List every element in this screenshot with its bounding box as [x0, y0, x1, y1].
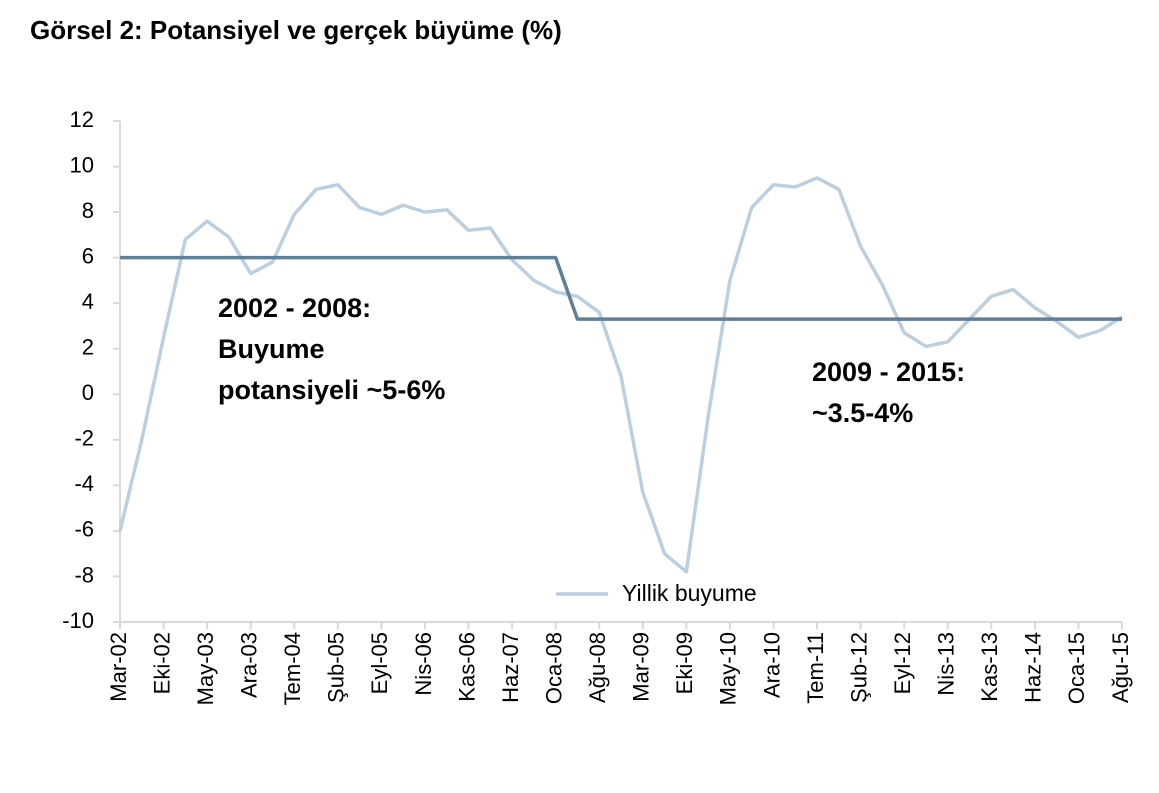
x-tick-label: Tem-04	[280, 632, 305, 705]
x-tick-label: Ağu-15	[1108, 632, 1133, 703]
x-tick-label: Kas-06	[454, 632, 479, 702]
chart-title: Görsel 2: Potansiyel ve gerçek büyüme (%…	[30, 15, 562, 45]
x-tick-label: Ara-03	[237, 632, 262, 698]
y-tick-label: -6	[74, 517, 94, 542]
y-tick-label: 12	[70, 107, 94, 132]
x-tick-label: Haz-07	[498, 632, 523, 703]
y-tick-label: 6	[82, 243, 94, 268]
x-tick-label: Ağu-08	[585, 632, 610, 703]
x-tick-label: Nis-13	[934, 632, 959, 696]
x-tick-label: May-10	[716, 632, 741, 705]
y-tick-label: 2	[82, 335, 94, 360]
x-tick-label: Kas-13	[977, 632, 1002, 702]
annotation: potansiyeli ~5-6%	[218, 375, 445, 405]
x-tick-label: Eyl-05	[367, 632, 392, 694]
annotation: ~3.5-4%	[812, 398, 913, 428]
x-tick-label: Tem-11	[803, 632, 828, 704]
x-tick-label: Nis-06	[411, 632, 436, 696]
y-tick-label: 4	[82, 289, 94, 314]
x-tick-label: Eki-09	[672, 632, 697, 694]
x-tick-label: Oca-15	[1064, 632, 1089, 704]
y-tick-label: -2	[74, 426, 94, 451]
x-tick-label: Eyl-12	[890, 632, 915, 694]
x-tick-label: Eki-02	[149, 632, 174, 694]
y-tick-label: 10	[70, 152, 94, 177]
x-tick-label: Oca-08	[541, 632, 566, 704]
data-line	[118, 176, 1123, 574]
y-tick-label: -10	[62, 608, 94, 633]
y-tick-label: -8	[74, 562, 94, 587]
annotation: 2009 - 2015:	[812, 357, 965, 387]
x-tick-label: Mar-09	[629, 632, 654, 702]
x-tick-label: Şub-05	[324, 632, 349, 703]
annotation: Buyume	[218, 334, 325, 364]
x-tick-label: May-03	[193, 632, 218, 705]
y-tick-label: 0	[82, 380, 94, 405]
legend-label: Yillik buyume	[622, 580, 757, 606]
x-tick-label: Şub-12	[846, 632, 871, 703]
annotation: 2002 - 2008:	[218, 293, 371, 323]
data-line	[120, 255, 1122, 321]
x-tick-label: Mar-02	[106, 632, 131, 702]
x-tick-label: Haz-14	[1021, 632, 1046, 703]
y-tick-label: 8	[82, 198, 94, 223]
x-tick-label: Ara-10	[759, 632, 784, 698]
y-tick-label: -4	[74, 471, 94, 496]
